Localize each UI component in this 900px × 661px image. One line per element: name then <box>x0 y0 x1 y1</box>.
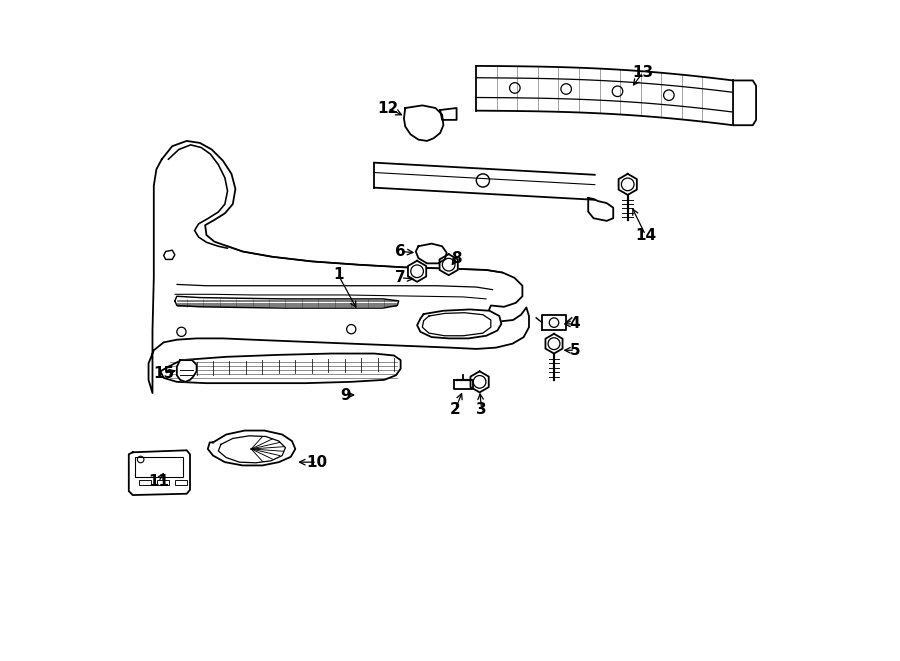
Text: 15: 15 <box>153 366 175 381</box>
Polygon shape <box>417 309 501 338</box>
Text: 13: 13 <box>633 65 653 80</box>
Polygon shape <box>542 315 566 330</box>
Text: 14: 14 <box>634 227 656 243</box>
Bar <box>158 480 169 485</box>
Polygon shape <box>416 244 446 263</box>
Polygon shape <box>476 66 733 125</box>
Polygon shape <box>175 296 399 308</box>
Polygon shape <box>454 379 473 389</box>
Polygon shape <box>160 354 400 383</box>
Text: 8: 8 <box>451 251 462 266</box>
Polygon shape <box>733 81 756 125</box>
Polygon shape <box>208 430 295 465</box>
Text: 7: 7 <box>395 270 406 286</box>
Polygon shape <box>471 371 489 393</box>
Text: 6: 6 <box>395 244 406 259</box>
Polygon shape <box>545 334 562 354</box>
Polygon shape <box>589 198 613 221</box>
Text: 5: 5 <box>570 343 580 358</box>
Polygon shape <box>439 254 458 275</box>
Polygon shape <box>148 141 529 393</box>
Text: 10: 10 <box>307 455 328 470</box>
Polygon shape <box>618 174 637 195</box>
Polygon shape <box>164 251 175 259</box>
Bar <box>140 480 151 485</box>
Text: 4: 4 <box>570 317 580 331</box>
Text: 3: 3 <box>476 402 487 417</box>
Bar <box>135 457 184 477</box>
Polygon shape <box>129 450 190 495</box>
Text: 2: 2 <box>450 402 461 417</box>
Bar <box>175 480 186 485</box>
Polygon shape <box>440 108 456 120</box>
Text: 9: 9 <box>341 387 351 403</box>
Polygon shape <box>404 105 444 141</box>
Polygon shape <box>176 360 196 382</box>
Text: 11: 11 <box>148 475 169 489</box>
Polygon shape <box>408 260 427 282</box>
Text: 1: 1 <box>333 267 344 282</box>
Text: 12: 12 <box>377 100 398 116</box>
